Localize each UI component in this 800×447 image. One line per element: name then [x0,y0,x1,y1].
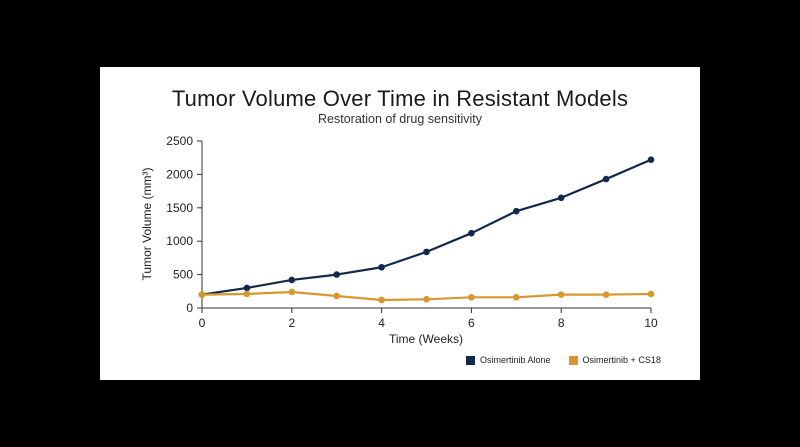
data-point [513,294,520,301]
data-point [333,271,341,278]
chart-title: Tumor Volume Over Time in Resistant Mode… [171,86,629,111]
axes: 0 500 1000 1500 2000 2500 0 2 4 6 8 10 [166,134,658,330]
data-point [602,291,610,298]
data-point [423,248,430,256]
data-point [243,284,251,292]
y-axis-label: Tumor Volume (mm³) [140,168,154,281]
data-point [557,194,565,202]
data-point [198,291,206,298]
data-point [468,294,475,301]
legend-item-osimertinib-alone: Osimertinib Alone [466,355,551,365]
x-tick-label: 10 [644,316,658,330]
legend-item-osimertinib-cs18: Osimertinib + CS18 [568,355,661,365]
data-point [423,296,430,303]
legend-swatch [568,355,578,365]
legend: Osimertinib Alone Osimertinib + CS18 [466,355,661,365]
legend-label: Osimertinib Alone [480,355,551,365]
x-axis-label: Time (Weeks) [389,332,463,346]
data-point [557,291,565,298]
legend-swatch [466,355,475,365]
series-layer [198,156,655,304]
chart-subtitle: Restoration of drug sensitivity [318,112,482,126]
y-tick-label: 0 [186,301,193,315]
data-point [468,229,475,237]
y-tick-label: 2000 [166,167,193,181]
legend-label: Osimertinib + CS18 [582,355,661,365]
data-point [288,288,296,296]
data-point [647,290,655,298]
x-tick-label: 6 [468,316,475,330]
series-line [201,158,652,296]
data-point [647,156,655,164]
y-tick-label: 500 [173,268,193,282]
data-point [602,175,610,183]
data-point [513,207,520,215]
y-tick-label: 2500 [166,134,193,148]
chart-card [100,67,700,380]
data-point [333,292,341,300]
data-point [243,290,251,298]
y-tick-label: 1500 [166,201,193,215]
data-point [378,263,385,271]
y-tick-label: 1000 [166,234,193,248]
data-point [378,296,385,304]
data-point [288,276,296,284]
x-tick-label: 8 [558,316,565,330]
x-tick-label: 2 [288,316,295,330]
x-tick-label: 0 [199,316,206,330]
x-tick-label: 4 [378,316,385,330]
